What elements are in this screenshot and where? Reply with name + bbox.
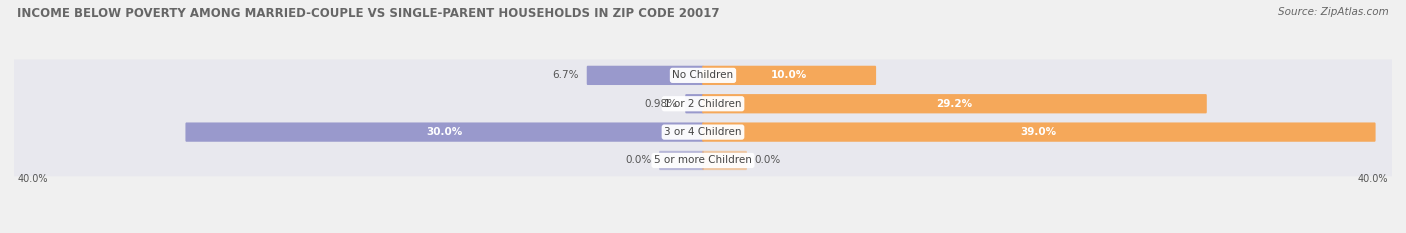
Text: INCOME BELOW POVERTY AMONG MARRIED-COUPLE VS SINGLE-PARENT HOUSEHOLDS IN ZIP COD: INCOME BELOW POVERTY AMONG MARRIED-COUPL…: [17, 7, 720, 20]
Text: 39.0%: 39.0%: [1021, 127, 1057, 137]
Text: 0.0%: 0.0%: [626, 155, 651, 165]
FancyBboxPatch shape: [186, 123, 704, 142]
Text: 29.2%: 29.2%: [936, 99, 973, 109]
Text: 6.7%: 6.7%: [553, 70, 579, 80]
FancyBboxPatch shape: [11, 88, 1395, 120]
FancyBboxPatch shape: [11, 59, 1395, 91]
Text: 5 or more Children: 5 or more Children: [654, 155, 752, 165]
FancyBboxPatch shape: [659, 151, 704, 170]
Text: 0.0%: 0.0%: [755, 155, 780, 165]
Text: 30.0%: 30.0%: [426, 127, 463, 137]
FancyBboxPatch shape: [702, 151, 747, 170]
FancyBboxPatch shape: [702, 94, 1206, 113]
Text: 1 or 2 Children: 1 or 2 Children: [664, 99, 742, 109]
FancyBboxPatch shape: [11, 116, 1395, 148]
Text: 0.98%: 0.98%: [644, 99, 678, 109]
FancyBboxPatch shape: [11, 145, 1395, 176]
Text: 10.0%: 10.0%: [770, 70, 807, 80]
Text: 40.0%: 40.0%: [17, 174, 48, 184]
Text: 3 or 4 Children: 3 or 4 Children: [664, 127, 742, 137]
FancyBboxPatch shape: [586, 66, 704, 85]
Text: 40.0%: 40.0%: [1358, 174, 1389, 184]
Text: Source: ZipAtlas.com: Source: ZipAtlas.com: [1278, 7, 1389, 17]
FancyBboxPatch shape: [702, 123, 1375, 142]
FancyBboxPatch shape: [702, 66, 876, 85]
FancyBboxPatch shape: [685, 94, 704, 113]
Text: No Children: No Children: [672, 70, 734, 80]
